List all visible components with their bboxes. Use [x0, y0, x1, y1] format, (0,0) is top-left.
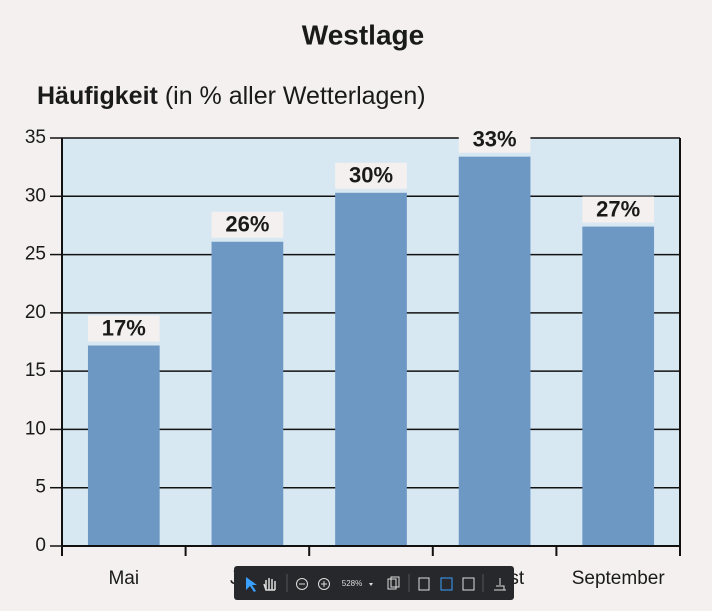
- zoom-menu[interactable]: [369, 583, 373, 586]
- fit-height[interactable]: [418, 577, 430, 591]
- value-label: 27%: [596, 196, 640, 221]
- hand-tool[interactable]: [263, 578, 276, 591]
- export[interactable]: [494, 578, 506, 591]
- value-label: 17%: [102, 315, 146, 340]
- y-tick-label: 0: [35, 535, 46, 556]
- value-label: 26%: [225, 212, 269, 237]
- chart-subtitle: Häufigkeit (in % aller Wetterlagen): [37, 82, 426, 110]
- zoom-out[interactable]: [296, 578, 308, 590]
- value-label-bg: [335, 162, 407, 189]
- zoom-in[interactable]: [318, 578, 330, 590]
- select-tool[interactable]: [246, 577, 257, 592]
- page-icon-back: [390, 576, 400, 588]
- bar: [87, 345, 160, 546]
- subtitle: (in % aller Wetterlagen): [165, 82, 426, 110]
- fullscreen[interactable]: [462, 577, 475, 591]
- bar: [335, 192, 407, 546]
- bar: [211, 241, 284, 546]
- value-label-bg: [87, 315, 160, 342]
- y-tick-label: 20: [25, 302, 46, 323]
- chart-title: Westlage: [302, 19, 424, 50]
- value-label-bg: [582, 196, 655, 223]
- y-tick-label: 10: [25, 418, 46, 439]
- page-icon[interactable]: [387, 578, 397, 590]
- value-label-bg: [211, 211, 284, 238]
- toolbar-bg: [234, 566, 514, 600]
- fit-width[interactable]: [440, 577, 453, 591]
- zoom-level[interactable]: 528%: [342, 579, 362, 588]
- y-tick-label: 15: [25, 360, 46, 381]
- plot: 17% 26% 30% 33% 27%: [62, 126, 680, 547]
- bar: [458, 156, 531, 546]
- y-tick-label: 35: [25, 127, 46, 148]
- y-tick-label: 5: [35, 477, 46, 498]
- bar: [582, 226, 655, 546]
- zoom-in-icon: [321, 581, 327, 587]
- x-tick-label: September: [572, 568, 666, 589]
- value-label: 33%: [473, 126, 517, 151]
- value-label-bg: [458, 126, 531, 153]
- y-tick-label: 30: [25, 185, 46, 206]
- y-tick-label: 25: [25, 244, 46, 265]
- x-tick-label: Mai: [108, 568, 139, 589]
- value-label: 30%: [349, 163, 393, 188]
- subtitle-bold: Häufigkeit: [37, 82, 159, 110]
- viewer-toolbar[interactable]: 528%: [234, 566, 514, 600]
